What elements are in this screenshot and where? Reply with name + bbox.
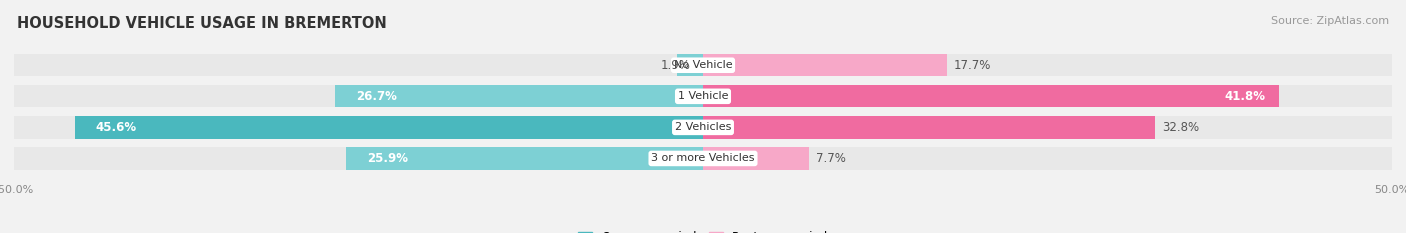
Legend: Owner-occupied, Renter-occupied: Owner-occupied, Renter-occupied	[572, 226, 834, 233]
Text: Source: ZipAtlas.com: Source: ZipAtlas.com	[1271, 16, 1389, 26]
Bar	[703, 116, 1154, 139]
Text: 3 or more Vehicles: 3 or more Vehicles	[651, 154, 755, 163]
Bar	[14, 54, 1392, 76]
Bar	[703, 147, 808, 170]
Bar	[703, 85, 1279, 107]
Text: No Vehicle: No Vehicle	[673, 60, 733, 70]
Text: 45.6%: 45.6%	[96, 121, 136, 134]
Text: 17.7%: 17.7%	[953, 59, 991, 72]
Bar	[335, 85, 703, 107]
Bar	[75, 116, 703, 139]
Bar	[703, 54, 946, 76]
Bar	[14, 116, 1392, 139]
Text: 1 Vehicle: 1 Vehicle	[678, 91, 728, 101]
Text: HOUSEHOLD VEHICLE USAGE IN BREMERTON: HOUSEHOLD VEHICLE USAGE IN BREMERTON	[17, 16, 387, 31]
Bar	[14, 147, 1392, 170]
Text: 1.9%: 1.9%	[661, 59, 690, 72]
Bar	[346, 147, 703, 170]
Text: 32.8%: 32.8%	[1161, 121, 1199, 134]
Text: 26.7%: 26.7%	[356, 90, 396, 103]
Text: 25.9%: 25.9%	[367, 152, 408, 165]
Bar	[14, 85, 1392, 107]
Text: 2 Vehicles: 2 Vehicles	[675, 122, 731, 132]
Bar	[676, 54, 703, 76]
Text: 41.8%: 41.8%	[1225, 90, 1265, 103]
Text: 7.7%: 7.7%	[815, 152, 846, 165]
